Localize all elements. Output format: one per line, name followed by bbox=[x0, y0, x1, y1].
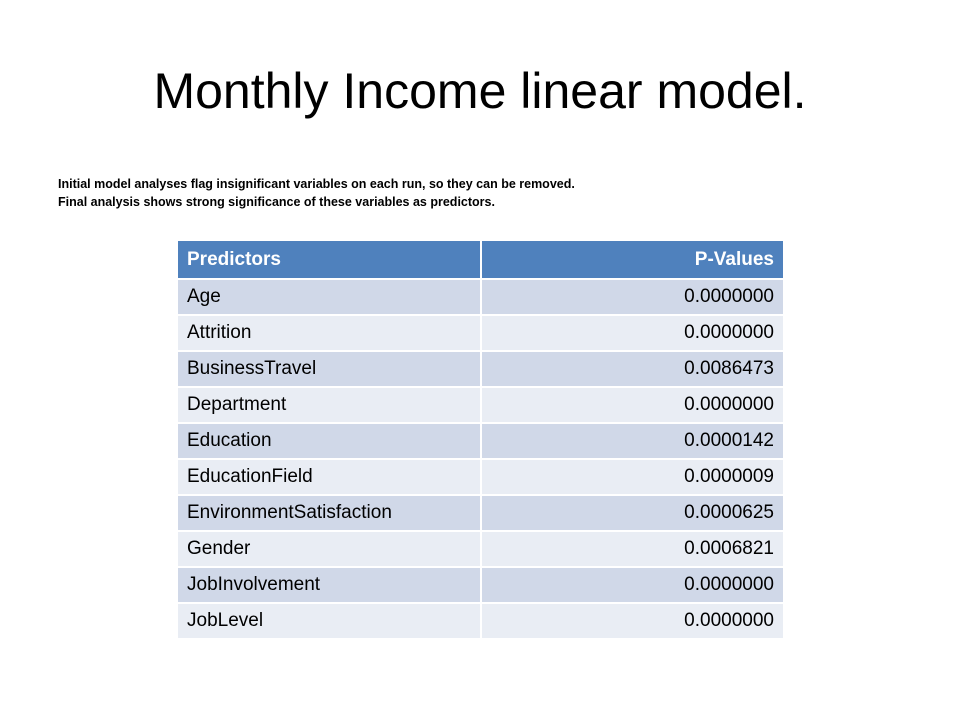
predictor-cell: BusinessTravel bbox=[176, 350, 482, 388]
table-row: JobInvolvement 0.0000000 bbox=[176, 566, 785, 604]
p-value-cell: 0.0000000 bbox=[480, 602, 785, 640]
table-row: BusinessTravel 0.0086473 bbox=[176, 350, 785, 388]
p-value-cell: 0.0000009 bbox=[480, 458, 785, 496]
table-row: Attrition 0.0000000 bbox=[176, 314, 785, 352]
table-row: EnvironmentSatisfaction 0.0000625 bbox=[176, 494, 785, 532]
table-header-row: Predictors P-Values bbox=[176, 239, 785, 280]
p-values-table: Predictors P-Values Age 0.0000000 Attrit… bbox=[176, 239, 785, 640]
table-row: EducationField 0.0000009 bbox=[176, 458, 785, 496]
predictor-cell: Education bbox=[176, 422, 482, 460]
table-row: Gender 0.0006821 bbox=[176, 530, 785, 568]
predictor-cell: Gender bbox=[176, 530, 482, 568]
predictor-cell: EnvironmentSatisfaction bbox=[176, 494, 482, 532]
table-row: JobLevel 0.0000000 bbox=[176, 602, 785, 640]
note-line: Final analysis shows strong significance… bbox=[58, 195, 495, 209]
predictor-cell: JobInvolvement bbox=[176, 566, 482, 604]
predictor-cell: Attrition bbox=[176, 314, 482, 352]
header-p-values: P-Values bbox=[480, 239, 785, 280]
table-row: Age 0.0000000 bbox=[176, 278, 785, 316]
slide-notes: Initial model analyses flag insignifican… bbox=[58, 175, 575, 211]
table-row: Education 0.0000142 bbox=[176, 422, 785, 460]
p-value-cell: 0.0086473 bbox=[480, 350, 785, 388]
header-predictors: Predictors bbox=[176, 239, 482, 280]
p-value-cell: 0.0000142 bbox=[480, 422, 785, 460]
predictor-cell: JobLevel bbox=[176, 602, 482, 640]
slide-title: Monthly Income linear model. bbox=[153, 63, 807, 119]
predictor-cell: EducationField bbox=[176, 458, 482, 496]
p-value-cell: 0.0000625 bbox=[480, 494, 785, 532]
p-value-cell: 0.0000000 bbox=[480, 566, 785, 604]
p-value-cell: 0.0000000 bbox=[480, 314, 785, 352]
predictor-cell: Age bbox=[176, 278, 482, 316]
p-value-cell: 0.0000000 bbox=[480, 278, 785, 316]
p-value-cell: 0.0000000 bbox=[480, 386, 785, 424]
table-row: Department 0.0000000 bbox=[176, 386, 785, 424]
predictor-cell: Department bbox=[176, 386, 482, 424]
note-line: Initial model analyses flag insignifican… bbox=[58, 177, 575, 191]
p-value-cell: 0.0006821 bbox=[480, 530, 785, 568]
